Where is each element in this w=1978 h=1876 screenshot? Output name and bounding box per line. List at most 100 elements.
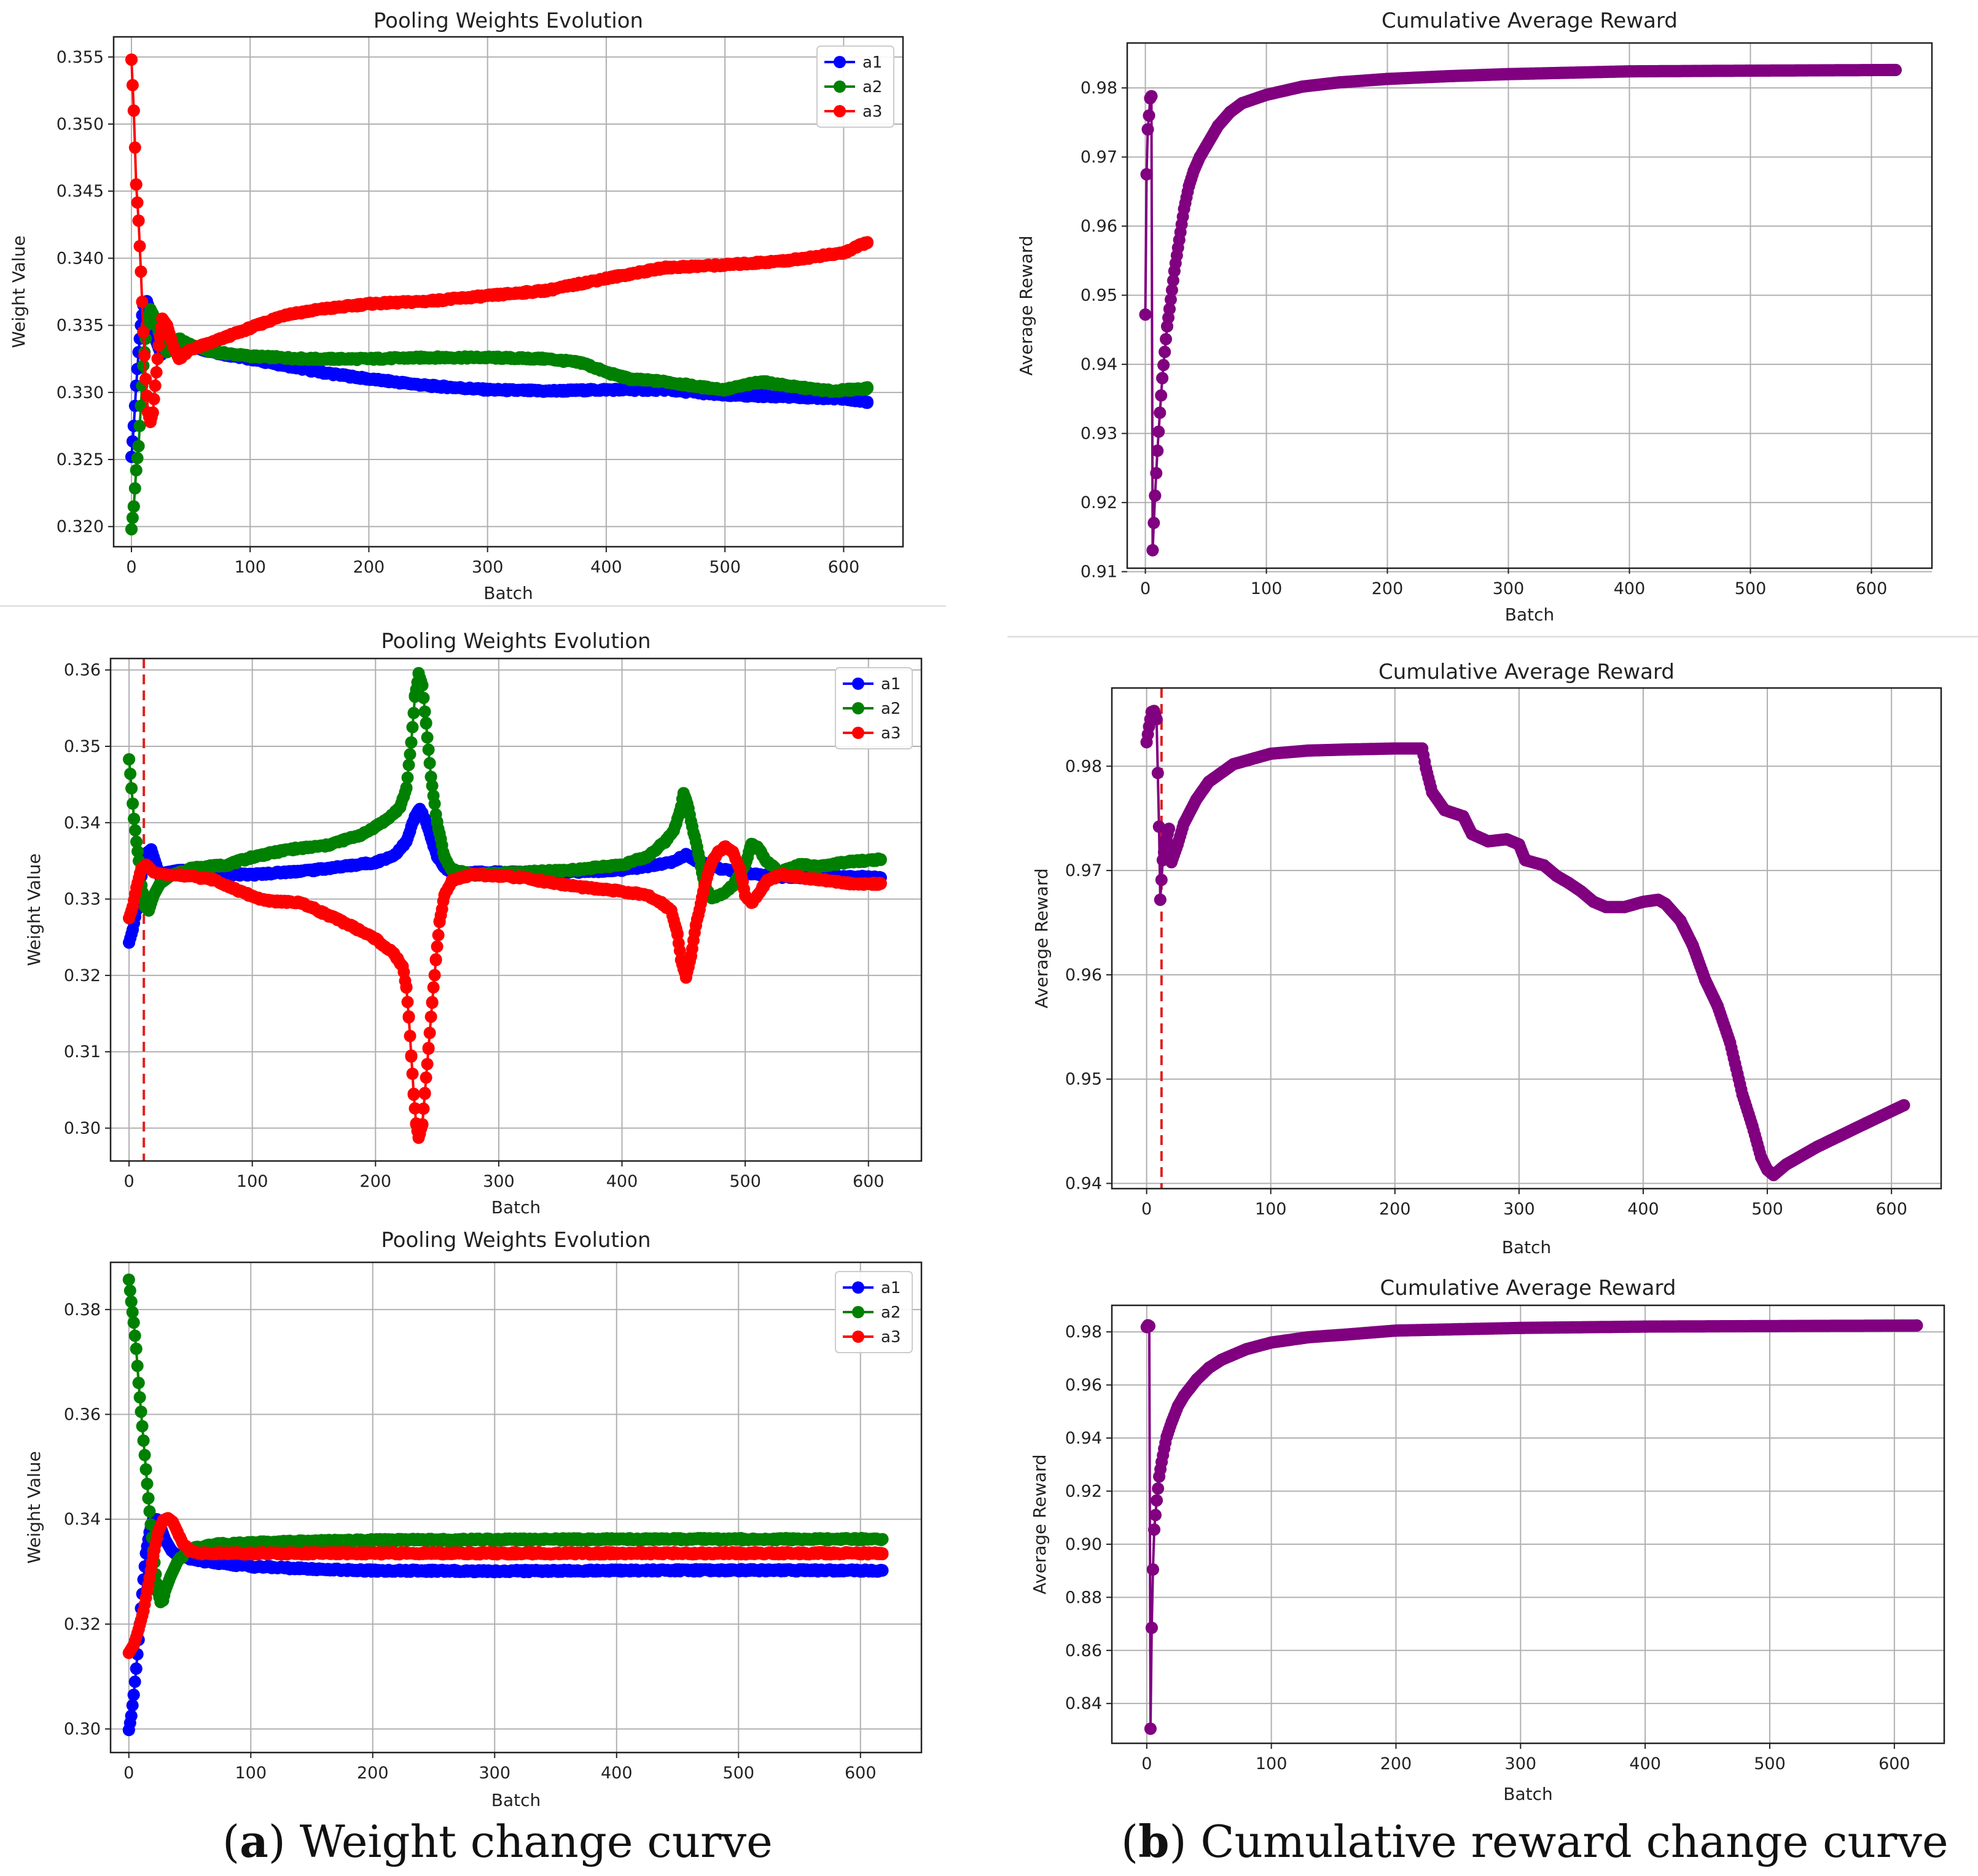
data-point bbox=[684, 950, 697, 963]
data-point bbox=[422, 351, 435, 364]
data-point bbox=[233, 885, 246, 898]
data-point bbox=[673, 944, 686, 957]
y-tick-label: 0.345 bbox=[57, 182, 104, 201]
legend-label: a2 bbox=[881, 700, 901, 718]
data-point bbox=[1168, 265, 1181, 278]
data-point bbox=[132, 440, 145, 453]
y-axis-label: Weight Value bbox=[24, 853, 44, 966]
y-tick-label: 0.355 bbox=[57, 48, 104, 67]
series-reward bbox=[1139, 63, 1902, 557]
data-point bbox=[813, 861, 826, 874]
data-point bbox=[388, 849, 401, 862]
data-point bbox=[406, 721, 419, 733]
data-point bbox=[542, 876, 555, 889]
data-point bbox=[154, 330, 166, 343]
data-point bbox=[1150, 467, 1163, 480]
data-point bbox=[1889, 63, 1902, 76]
data-point bbox=[303, 353, 316, 365]
chart-reward-2: 0 100 200 300 400 500 6000.940.950.960.970.98C… bbox=[1031, 660, 1942, 1257]
data-point bbox=[412, 667, 425, 680]
data-point bbox=[1141, 123, 1154, 136]
data-point bbox=[173, 353, 186, 365]
x-tick-label: 400 bbox=[1614, 579, 1646, 598]
data-point bbox=[624, 373, 636, 385]
data-point bbox=[131, 845, 144, 858]
data-point bbox=[126, 512, 139, 524]
data-point bbox=[221, 858, 234, 871]
data-point bbox=[420, 1071, 432, 1084]
data-point bbox=[128, 141, 141, 154]
data-point bbox=[423, 757, 436, 770]
x-tick-label: 500 bbox=[709, 558, 741, 577]
y-tick-label: 0.91 bbox=[1081, 563, 1117, 582]
data-point bbox=[429, 954, 442, 966]
y-tick-label: 0.98 bbox=[1081, 79, 1117, 98]
data-point bbox=[517, 871, 530, 884]
data-point bbox=[719, 259, 732, 272]
data-point bbox=[433, 915, 446, 928]
data-point bbox=[184, 343, 197, 356]
data-point bbox=[123, 753, 136, 766]
data-point bbox=[421, 731, 434, 744]
data-point bbox=[778, 390, 791, 403]
data-point bbox=[130, 178, 143, 191]
data-point bbox=[481, 351, 494, 364]
data-point bbox=[123, 912, 136, 924]
legend-swatch-marker bbox=[852, 702, 864, 714]
y-tick-label: 0.35 bbox=[64, 737, 101, 756]
data-point bbox=[579, 881, 592, 894]
data-point bbox=[417, 1102, 430, 1115]
y-axis-label: Average Reward bbox=[1016, 235, 1036, 375]
data-point bbox=[1156, 372, 1169, 385]
data-point bbox=[130, 835, 143, 848]
data-point bbox=[674, 954, 687, 966]
legend-label: a3 bbox=[881, 724, 901, 743]
series-a3 bbox=[125, 53, 874, 428]
data-point bbox=[1211, 120, 1224, 132]
chart-title: Pooling Weights Evolution bbox=[381, 629, 651, 654]
data-point bbox=[418, 705, 431, 718]
data-point bbox=[400, 782, 413, 795]
data-point bbox=[140, 858, 153, 871]
series-reward bbox=[1140, 705, 1910, 1181]
data-point bbox=[751, 841, 764, 854]
data-point bbox=[401, 771, 414, 784]
data-point bbox=[1200, 140, 1212, 153]
data-point bbox=[640, 889, 653, 902]
data-point bbox=[673, 805, 686, 818]
data-point bbox=[667, 824, 680, 837]
data-point bbox=[794, 858, 807, 871]
data-point bbox=[1145, 90, 1158, 103]
y-tick-label: 0.97 bbox=[1081, 148, 1117, 167]
data-point bbox=[424, 770, 437, 783]
data-point bbox=[1143, 109, 1155, 122]
x-tick-label: 600 bbox=[1856, 579, 1888, 598]
data-point bbox=[416, 679, 429, 692]
data-point bbox=[861, 236, 874, 249]
legend-swatch-marker bbox=[834, 80, 846, 93]
data-point bbox=[1159, 345, 1171, 358]
data-point bbox=[695, 381, 708, 394]
data-point bbox=[127, 797, 139, 810]
y-tick-label: 0.92 bbox=[1081, 493, 1117, 512]
x-tick-label: 300 bbox=[1493, 579, 1525, 598]
data-point bbox=[431, 816, 444, 829]
data-point bbox=[1296, 80, 1309, 93]
x-axis-label: Batch bbox=[491, 1197, 541, 1217]
data-point bbox=[320, 908, 333, 921]
data-point bbox=[295, 896, 308, 909]
data-point bbox=[1502, 68, 1515, 80]
data-point bbox=[1623, 65, 1636, 78]
data-point bbox=[145, 843, 158, 856]
data-point bbox=[135, 265, 147, 278]
data-point bbox=[665, 904, 678, 917]
series-line-reward bbox=[1145, 709, 1905, 1177]
data-point bbox=[404, 748, 416, 760]
data-point bbox=[418, 1087, 431, 1100]
data-point bbox=[837, 246, 850, 259]
data-point bbox=[420, 717, 432, 730]
data-point bbox=[125, 523, 138, 536]
data-point bbox=[432, 929, 445, 942]
data-point bbox=[407, 1087, 420, 1100]
separator-right bbox=[1007, 636, 1978, 638]
